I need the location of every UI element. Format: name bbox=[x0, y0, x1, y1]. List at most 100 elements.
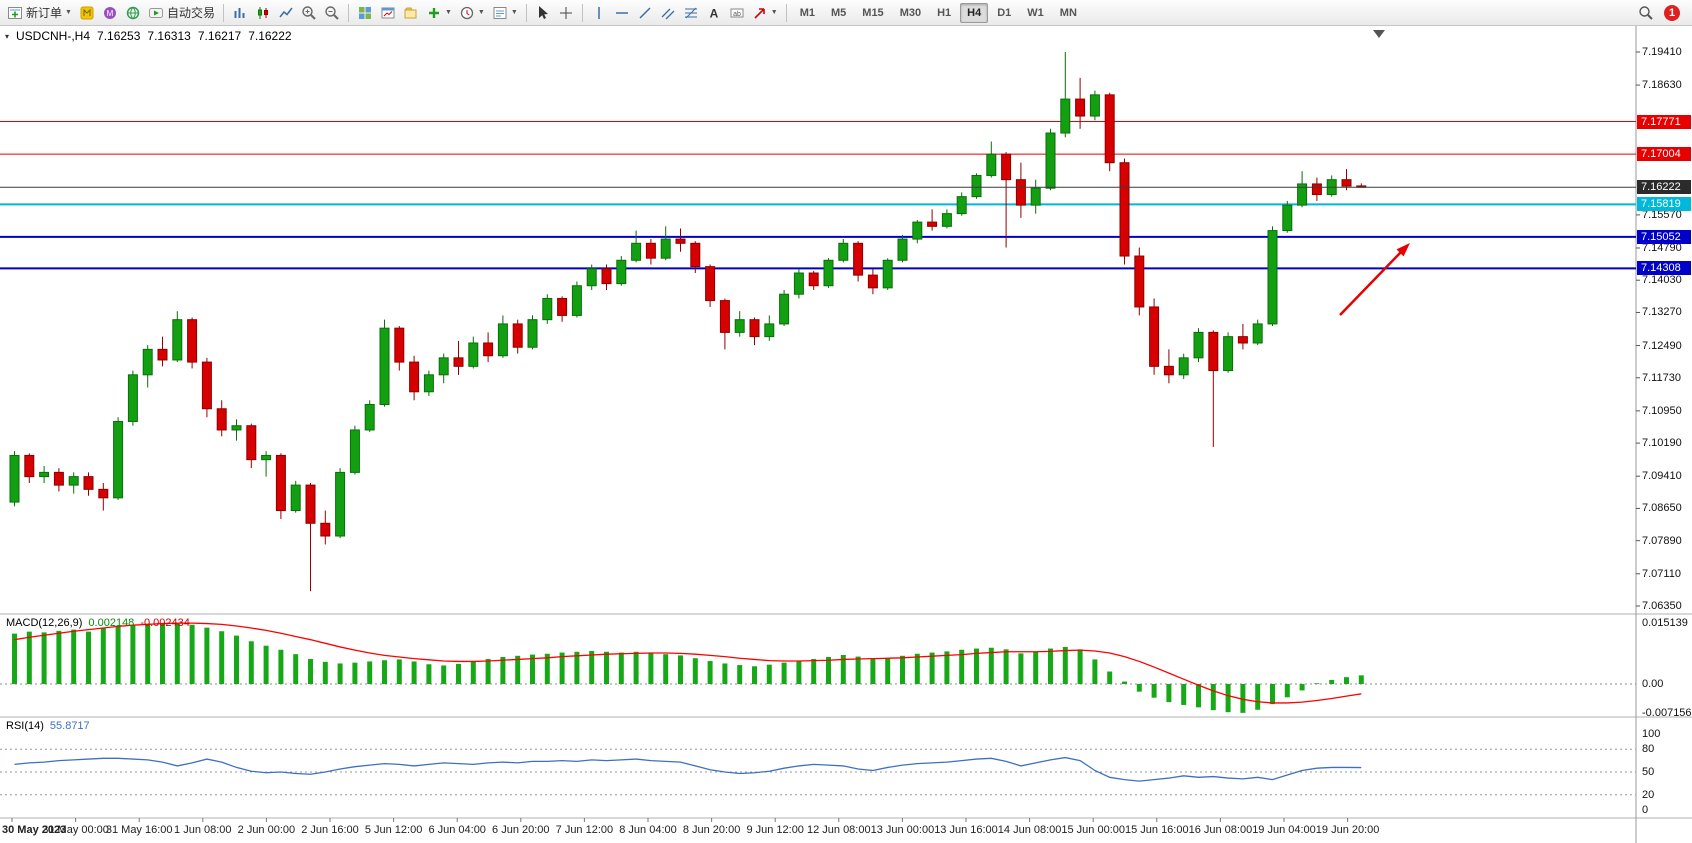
zoom-out-icon bbox=[325, 5, 339, 20]
candle-body bbox=[764, 323, 775, 338]
crosshair-button[interactable] bbox=[555, 2, 577, 24]
level-lines[interactable] bbox=[0, 121, 1636, 270]
new-chart-button[interactable] bbox=[377, 2, 399, 24]
horizontal-line-tool[interactable] bbox=[611, 2, 633, 24]
templates-button[interactable]: ▼ bbox=[489, 2, 521, 24]
candle-body bbox=[83, 476, 94, 490]
arrow-annotation[interactable] bbox=[1339, 250, 1403, 316]
macd-signal-line bbox=[14, 622, 1362, 704]
rsi-axis-label: 100 bbox=[1642, 728, 1661, 740]
zoom-out-button[interactable] bbox=[321, 2, 343, 24]
periods-button[interactable]: ▼ bbox=[456, 2, 488, 24]
horizontal-line-icon bbox=[615, 11, 628, 14]
candlestick-chart-button[interactable] bbox=[252, 2, 274, 24]
time-axis-label: 15 Jun 16:00 bbox=[1124, 824, 1189, 836]
label-tool[interactable]: ab bbox=[726, 2, 748, 24]
timeframe-button-m15[interactable]: M15 bbox=[862, 6, 884, 19]
candle-body bbox=[453, 357, 464, 367]
candle-body bbox=[423, 374, 434, 393]
candle-body bbox=[1223, 336, 1234, 372]
candle-body bbox=[142, 348, 153, 376]
time-axis-label: 15 Jun 00:00 bbox=[1061, 824, 1125, 836]
candle-body bbox=[867, 274, 878, 289]
community-button[interactable]: M bbox=[99, 2, 121, 24]
candle-body bbox=[808, 272, 819, 287]
timeframe-button-d1[interactable]: D1 bbox=[997, 6, 1012, 19]
autotrading-button[interactable]: 自动交易 bbox=[145, 2, 218, 24]
candle-body bbox=[157, 348, 168, 361]
candle-body bbox=[24, 454, 35, 478]
line-chart-button[interactable] bbox=[275, 2, 297, 24]
price-axis-tick: 7.18630 bbox=[1642, 79, 1682, 92]
trendline-tool[interactable] bbox=[634, 2, 656, 24]
line-chart-icon bbox=[279, 7, 293, 17]
rsi-axis-label: 0 bbox=[1642, 804, 1649, 816]
candle-body bbox=[172, 319, 183, 361]
candle-body bbox=[98, 488, 109, 499]
candles bbox=[9, 52, 1367, 592]
candle-body bbox=[719, 300, 730, 333]
candle-body bbox=[956, 196, 967, 215]
bar-chart-button[interactable] bbox=[229, 2, 251, 24]
candle-body bbox=[364, 404, 375, 431]
timeframe-button-m5[interactable]: M5 bbox=[831, 6, 847, 19]
vertical-line-tool[interactable] bbox=[588, 2, 610, 24]
rsi-line bbox=[14, 756, 1362, 782]
market-button[interactable] bbox=[122, 2, 144, 24]
svg-text:A: A bbox=[709, 6, 718, 20]
candle-body bbox=[853, 242, 864, 276]
search-button[interactable] bbox=[1635, 2, 1657, 24]
zoom-in-button[interactable] bbox=[298, 2, 320, 24]
arrow-annotation-head[interactable] bbox=[1396, 243, 1411, 257]
time-axis: 30 May 2023 31 May 00:00 31 May 16:00 1 Jun… bbox=[0, 818, 1692, 843]
price-axis: 7.19410 7.18630 7.15570 7.14790 7.14030 7.132… bbox=[1637, 0, 1692, 843]
cursor-button[interactable] bbox=[532, 2, 554, 24]
timeframe-button-m1[interactable]: M1 bbox=[799, 6, 815, 19]
timeframe-button-m30[interactable]: M30 bbox=[899, 6, 922, 19]
bar-chart-icon bbox=[234, 7, 245, 18]
notification-badge[interactable]: 1 bbox=[1664, 4, 1680, 21]
candle-body bbox=[1237, 336, 1248, 344]
price-axis-tick: 7.14790 bbox=[1642, 241, 1682, 254]
candle-body bbox=[660, 238, 671, 259]
indicators-button[interactable]: ▼ bbox=[423, 2, 455, 24]
candle-body bbox=[246, 425, 257, 461]
toolbar-separator bbox=[525, 3, 527, 22]
metaeditor-button[interactable] bbox=[76, 2, 98, 24]
candle-body bbox=[1297, 183, 1308, 206]
text-tool[interactable]: A bbox=[703, 2, 725, 24]
price-axis-tick: 7.07110 bbox=[1642, 567, 1681, 580]
candle-body bbox=[705, 266, 716, 302]
candle-body bbox=[527, 319, 538, 348]
candle-body bbox=[468, 342, 479, 367]
tile-windows-button[interactable] bbox=[354, 2, 376, 24]
arrows-tool[interactable]: ▼ bbox=[749, 2, 781, 24]
candle-body bbox=[779, 293, 790, 325]
timeframe-button-mn[interactable]: MN bbox=[1059, 6, 1077, 19]
timeframe-button-w1[interactable]: W1 bbox=[1027, 6, 1044, 19]
candle-body bbox=[690, 242, 701, 268]
time-axis-label: 19 Jun 20:00 bbox=[1315, 824, 1380, 836]
timeframe-button-h4[interactable]: H4 bbox=[960, 2, 989, 23]
channel-tool[interactable] bbox=[657, 2, 679, 24]
price-level-badge: 7.17771 bbox=[1637, 114, 1691, 129]
fibonacci-tool[interactable] bbox=[680, 2, 702, 24]
candle-body bbox=[483, 342, 494, 357]
zoom-in-icon bbox=[302, 5, 316, 20]
chart-shift-marker-icon[interactable] bbox=[1373, 30, 1385, 38]
macd-signal-value: -0.002434 bbox=[140, 617, 190, 629]
ohlc-high: 7.16313 bbox=[147, 29, 191, 43]
toolbar-separator bbox=[785, 3, 787, 22]
candle-body bbox=[113, 420, 124, 499]
candle-body bbox=[749, 319, 760, 338]
time-axis-label: 6 Jun 04:00 bbox=[428, 824, 486, 836]
one-click-trading-toggle[interactable]: ▾ bbox=[5, 31, 10, 41]
metaeditor-icon bbox=[80, 6, 94, 19]
timeframe-button-h1[interactable]: H1 bbox=[937, 6, 952, 19]
profiles-button[interactable] bbox=[400, 2, 422, 24]
candle-body bbox=[201, 361, 212, 410]
time-axis-label: 12 Jun 08:00 bbox=[806, 824, 871, 836]
crosshair-icon bbox=[559, 6, 572, 19]
new-order-button[interactable]: 新订单 ▼ bbox=[4, 2, 75, 24]
